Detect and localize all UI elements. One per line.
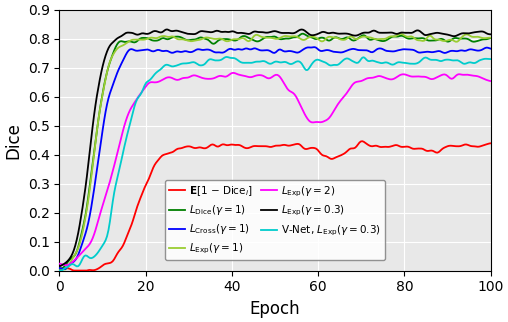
Legend: $\mathbf{E}$[1 $-$ Dice$_i$], $L_\mathrm{Dice}(\gamma=1)$, $L_\mathrm{Cross}(\ga: $\mathbf{E}$[1 $-$ Dice$_i$], $L_\mathrm… — [165, 180, 385, 260]
X-axis label: Epoch: Epoch — [250, 300, 300, 318]
Y-axis label: Dice: Dice — [4, 122, 22, 158]
